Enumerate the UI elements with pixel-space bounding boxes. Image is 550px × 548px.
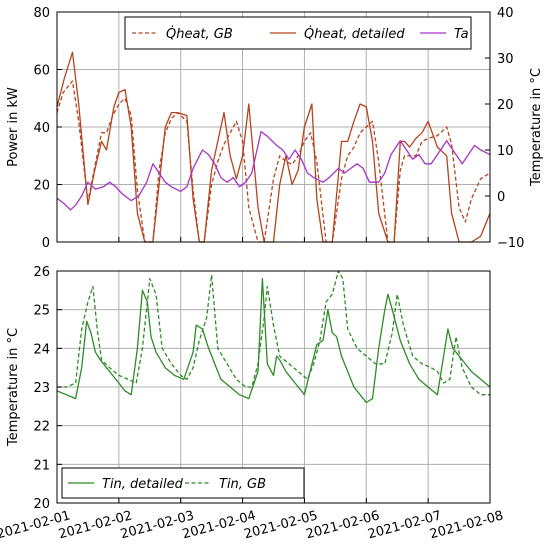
y-tick-label: 20 bbox=[33, 497, 50, 512]
y-tick-label: 22 bbox=[33, 420, 50, 435]
power-chart-legend: Q̇heat, GB Q̇heat, detailed Ta bbox=[124, 16, 472, 50]
indoor-temperature-chart-legend: Tin, detailed Tin, GB bbox=[61, 467, 305, 499]
y-tick-label: 21 bbox=[33, 458, 50, 473]
y-tick-label: 26 bbox=[33, 265, 50, 280]
series-line-ta bbox=[56, 130, 491, 211]
y2-tick-label: 10 bbox=[497, 144, 514, 159]
indoor-temperature-y-axis-label: Temperature in °C bbox=[6, 328, 21, 447]
indoor-temperature-chart-ticks: 202122232425262021-02-012021-02-022021-0… bbox=[0, 265, 505, 542]
series-line-tin-detailed bbox=[56, 278, 491, 404]
y2-tick-label: 0 bbox=[497, 190, 505, 205]
temperature-y2-axis-label: Temperature in °C bbox=[529, 68, 544, 187]
y2-tick-label: −10 bbox=[497, 236, 524, 251]
y-tick-label: 0 bbox=[42, 236, 50, 251]
legend-box bbox=[124, 16, 472, 50]
indoor-temperature-chart: 202122232425262021-02-012021-02-022021-0… bbox=[0, 265, 505, 542]
legend-label-ta: Ta bbox=[454, 27, 469, 42]
legend-label-tin-detailed: Tin, detailed bbox=[102, 477, 184, 492]
power-chart-series bbox=[56, 51, 491, 243]
indoor-temperature-chart-series bbox=[56, 270, 491, 404]
y2-tick-label: 40 bbox=[497, 6, 514, 21]
legend-box bbox=[61, 467, 305, 499]
y-tick-label: 25 bbox=[33, 304, 50, 319]
series-line-q-heat-detailed bbox=[56, 51, 491, 243]
y-tick-label: 20 bbox=[33, 179, 50, 194]
y-tick-label: 24 bbox=[33, 342, 50, 357]
legend-label-q-heat-gb: Q̇heat, GB bbox=[166, 27, 233, 42]
y-tick-label: 80 bbox=[33, 6, 50, 21]
indoor-temperature-chart-grid bbox=[57, 271, 490, 503]
legend-label-tin-gb: Tin, GB bbox=[219, 477, 266, 492]
series-line-tin-gb bbox=[57, 270, 490, 396]
y-tick-label: 23 bbox=[33, 381, 50, 396]
y2-tick-label: 30 bbox=[497, 52, 514, 67]
power-chart: 0 20 40 60 80 −10 0 10 20 30 40 Power in kW Temper… bbox=[6, 6, 544, 251]
y-tick-label: 60 bbox=[33, 64, 50, 79]
series-line-q-heat-gb bbox=[56, 80, 491, 243]
power-chart-ticks: 0 20 40 60 80 −10 0 10 20 30 40 bbox=[33, 6, 524, 251]
y2-tick-label: 20 bbox=[497, 98, 514, 113]
y-tick-label: 40 bbox=[33, 121, 50, 136]
power-y-axis-label: Power in kW bbox=[6, 87, 21, 167]
legend-label-q-heat-detailed: Q̇heat, detailed bbox=[304, 27, 405, 42]
